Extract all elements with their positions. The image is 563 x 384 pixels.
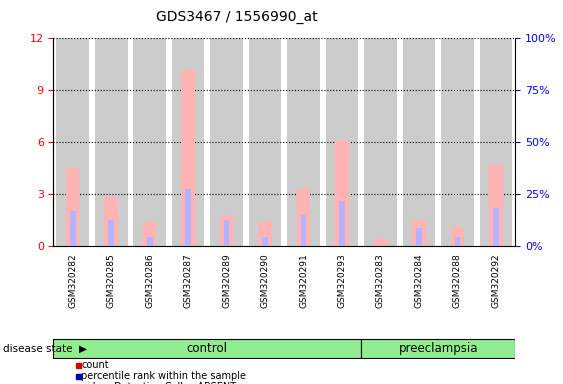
Bar [172, 38, 204, 246]
Text: disease state  ▶: disease state ▶ [3, 343, 87, 354]
Bar [493, 208, 499, 246]
Bar [403, 38, 435, 246]
Bar [133, 38, 166, 246]
Bar [336, 140, 348, 246]
Text: GSM320289: GSM320289 [222, 253, 231, 308]
Text: GSM320285: GSM320285 [107, 253, 115, 308]
Bar [339, 201, 345, 246]
Bar [287, 38, 320, 246]
Text: value, Detection Call = ABSENT: value, Detection Call = ABSENT [82, 382, 236, 384]
Text: control: control [187, 342, 228, 355]
Bar [374, 239, 387, 246]
Text: GSM320287: GSM320287 [184, 253, 193, 308]
Bar [262, 237, 268, 246]
Bar [297, 189, 310, 246]
Bar [181, 70, 195, 246]
Bar [441, 38, 474, 246]
Bar [210, 38, 243, 246]
FancyBboxPatch shape [53, 339, 361, 358]
Bar [416, 228, 422, 246]
Bar [56, 38, 89, 246]
Text: GDS3467 / 1556990_at: GDS3467 / 1556990_at [155, 10, 318, 23]
Bar [258, 222, 272, 246]
Text: GSM320286: GSM320286 [145, 253, 154, 308]
Text: GSM320291: GSM320291 [299, 253, 308, 308]
Bar [325, 38, 359, 246]
Text: GSM320282: GSM320282 [68, 253, 77, 308]
Text: GSM320290: GSM320290 [261, 253, 270, 308]
Bar [480, 38, 512, 246]
Text: preeclampsia: preeclampsia [399, 342, 478, 355]
Bar [249, 38, 282, 246]
Text: GSM320292: GSM320292 [491, 253, 501, 308]
Text: percentile rank within the sample: percentile rank within the sample [82, 371, 247, 381]
Text: GSM320284: GSM320284 [414, 253, 423, 308]
Bar [412, 220, 426, 246]
Bar [489, 164, 503, 246]
Bar [185, 189, 191, 246]
Bar [224, 220, 230, 246]
Bar [451, 227, 464, 246]
Text: GSM320288: GSM320288 [453, 253, 462, 308]
Bar [105, 197, 118, 246]
Bar [454, 237, 461, 246]
Bar [70, 211, 75, 246]
Text: GSM320283: GSM320283 [376, 253, 385, 308]
Text: count: count [82, 360, 109, 370]
Bar [364, 38, 397, 246]
Bar [143, 222, 157, 246]
Bar [301, 215, 306, 246]
Text: GSM320293: GSM320293 [338, 253, 346, 308]
FancyBboxPatch shape [361, 339, 515, 358]
Bar [95, 38, 128, 246]
Bar [108, 220, 114, 246]
Bar [220, 215, 233, 246]
Bar [147, 237, 153, 246]
Bar [66, 168, 79, 246]
